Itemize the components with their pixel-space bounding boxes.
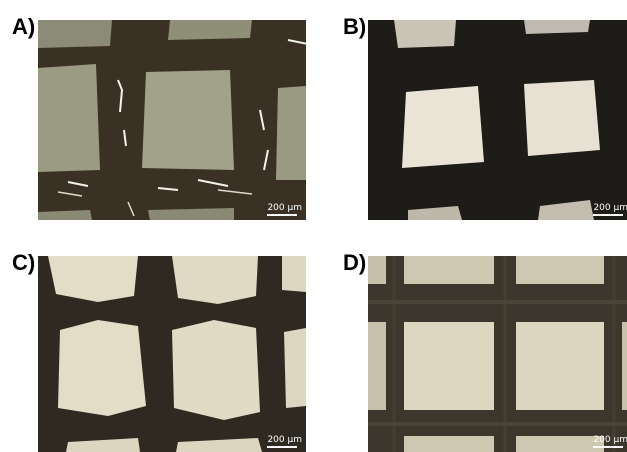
scale-bar-line-c: [267, 446, 298, 448]
scale-label-d: 200 µm: [593, 435, 627, 445]
mesh-image-b: [368, 20, 627, 220]
panel-label-c: C): [12, 250, 36, 275]
panel-label-b: B): [343, 14, 367, 39]
mesh-image-d: [368, 256, 627, 452]
mesh-image-a: [38, 20, 306, 220]
scale-bar-a: 200 µm: [267, 203, 302, 216]
micrograph-panel-b: 200 µm: [368, 20, 627, 220]
panel-label-d: D): [343, 250, 367, 275]
micrograph-panel-c: 200 µm: [38, 256, 306, 452]
scale-bar-line-d: [593, 446, 624, 448]
scale-bar-line-a: [267, 214, 298, 216]
scale-bar-b: 200 µm: [593, 203, 627, 216]
scale-label-b: 200 µm: [593, 203, 627, 213]
micrograph-panel-d: 200 µm: [368, 256, 627, 452]
scale-bar-line-b: [593, 214, 624, 216]
scale-bar-d: 200 µm: [593, 435, 627, 448]
panel-label-a: A): [12, 14, 36, 39]
scale-bar-c: 200 µm: [267, 435, 302, 448]
micrograph-panel-a: 200 µm: [38, 20, 306, 220]
mesh-image-c: [38, 256, 306, 452]
scale-label-c: 200 µm: [267, 435, 302, 445]
scale-label-a: 200 µm: [267, 203, 302, 213]
